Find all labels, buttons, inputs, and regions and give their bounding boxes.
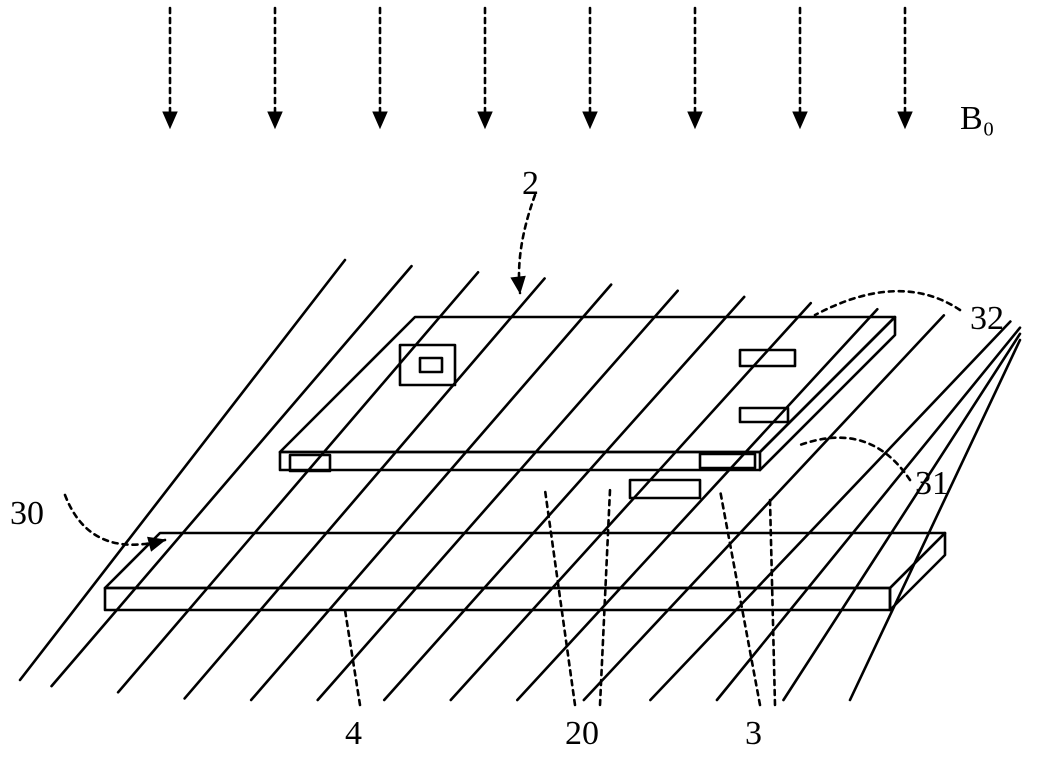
label-2: 2 xyxy=(522,165,539,203)
label-B0: B₀ xyxy=(960,100,995,138)
label-20: 20 xyxy=(565,715,599,753)
label-4: 4 xyxy=(345,715,362,753)
label-32: 32 xyxy=(970,300,1004,338)
label-30: 30 xyxy=(10,495,44,533)
label-3: 3 xyxy=(745,715,762,753)
label-31: 31 xyxy=(915,465,949,503)
